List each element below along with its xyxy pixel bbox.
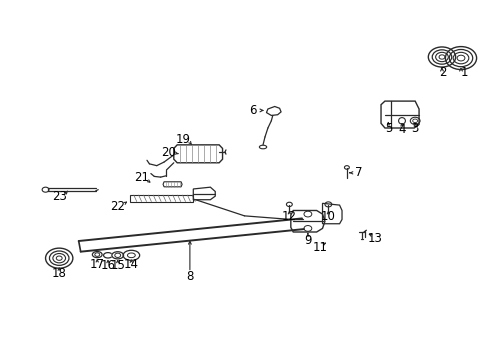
- Text: 5: 5: [384, 122, 391, 135]
- Text: 16: 16: [100, 259, 115, 272]
- Text: 13: 13: [367, 231, 382, 244]
- Text: 8: 8: [186, 270, 193, 283]
- Text: 17: 17: [90, 258, 104, 271]
- Text: 4: 4: [397, 123, 405, 136]
- Text: 9: 9: [304, 234, 311, 247]
- Text: 23: 23: [52, 190, 66, 203]
- Text: 7: 7: [355, 166, 362, 179]
- Text: 10: 10: [320, 210, 335, 223]
- Text: 1: 1: [460, 66, 467, 79]
- Text: 6: 6: [249, 104, 257, 117]
- Text: 11: 11: [312, 241, 327, 254]
- Text: 22: 22: [110, 201, 125, 213]
- Text: 15: 15: [110, 259, 125, 272]
- Text: 12: 12: [281, 210, 296, 223]
- Text: 2: 2: [438, 66, 446, 79]
- Text: 18: 18: [52, 267, 66, 280]
- Text: 21: 21: [134, 171, 149, 184]
- Text: 3: 3: [410, 122, 418, 135]
- Text: 14: 14: [123, 258, 139, 271]
- Text: 20: 20: [161, 145, 176, 158]
- Text: 19: 19: [176, 133, 191, 146]
